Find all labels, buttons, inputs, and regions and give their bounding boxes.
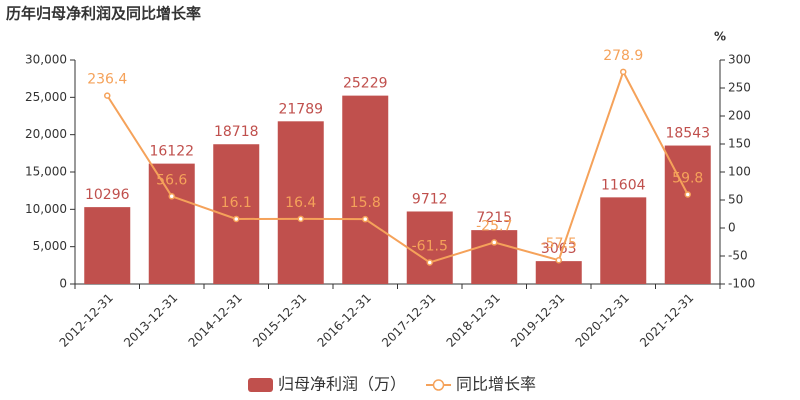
- y2-tick-label: 250: [728, 81, 751, 95]
- line-label: 236.4: [87, 72, 127, 88]
- bar-label: 3063: [541, 241, 577, 257]
- line-label: -61.5: [412, 238, 448, 254]
- y-tick-label: 30,000: [25, 53, 67, 67]
- line-label: 278.9: [603, 48, 643, 64]
- line-label: -25.7: [476, 218, 512, 234]
- y-tick-label: 0: [59, 277, 67, 291]
- bar: [342, 95, 389, 284]
- bar-label: 9712: [412, 191, 448, 207]
- line-point: [555, 256, 562, 264]
- y2-tick-label: 0: [728, 221, 736, 235]
- y2-tick-label: -50: [728, 249, 748, 263]
- bar: [84, 207, 131, 284]
- bar-label: 16122: [149, 144, 194, 160]
- bar-label: 21789: [278, 101, 323, 117]
- y-tick-label: 10,000: [25, 202, 67, 216]
- x-tick-label: 2018-12-31: [444, 291, 503, 350]
- x-tick-label: 2017-12-31: [379, 291, 438, 350]
- bar-label: 11604: [601, 177, 646, 193]
- bar: [277, 121, 324, 284]
- line-point: [362, 215, 369, 223]
- y2-tick-label: 150: [728, 137, 751, 151]
- x-tick-label: 2013-12-31: [121, 291, 180, 350]
- line-point: [297, 215, 304, 223]
- legend-label: 同比增长率: [456, 375, 536, 394]
- line-point: [620, 68, 627, 76]
- y2-tick-label: -100: [728, 277, 755, 291]
- line-point: [168, 193, 175, 200]
- legend-label: 归母净利润（万）: [278, 375, 406, 394]
- line-label: 16.1: [221, 195, 252, 211]
- y-tick-label: 25,000: [25, 90, 67, 104]
- bar: [471, 230, 518, 284]
- line-point: [491, 239, 498, 246]
- x-tick-label: 2012-12-31: [57, 291, 116, 350]
- line: [106, 69, 689, 264]
- y2-unit: %: [714, 30, 726, 44]
- x-tick-label: 2016-12-31: [315, 291, 374, 350]
- legend-swatch: [248, 378, 273, 392]
- bar: [148, 163, 195, 284]
- bar: [600, 197, 647, 284]
- x-tick-label: 2020-12-31: [573, 291, 632, 350]
- line-label: -57.5: [541, 236, 577, 252]
- line-point: [426, 259, 433, 266]
- bar: [535, 261, 582, 284]
- line-label: 15.8: [350, 195, 381, 211]
- line-label: 56.6: [156, 172, 187, 188]
- y2-tick-label: 50: [728, 193, 743, 207]
- y2-tick-label: 200: [728, 109, 751, 123]
- bar-label: 7215: [476, 210, 512, 226]
- bar-label: 10296: [85, 187, 130, 203]
- y-tick-label: 15,000: [25, 165, 67, 179]
- x-tick-label: 2014-12-31: [186, 291, 245, 350]
- bar-label: 18543: [665, 126, 710, 142]
- line-point: [104, 92, 111, 99]
- y2-tick-label: 100: [728, 165, 751, 179]
- line-point: [684, 191, 691, 198]
- line-point: [233, 215, 240, 223]
- bar: [406, 211, 453, 284]
- line-label: 59.8: [672, 171, 703, 187]
- line-label: 16.4: [285, 195, 316, 211]
- y-tick-label: 20,000: [25, 127, 67, 141]
- x-tick-label: 2021-12-31: [637, 291, 696, 350]
- chart-title: 历年归母净利润及同比增长率: [6, 5, 201, 23]
- y2-tick-label: 300: [728, 53, 751, 67]
- x-tick-label: 2019-12-31: [508, 291, 567, 350]
- bar-label: 18718: [214, 124, 259, 140]
- y-tick-label: 5,000: [33, 239, 67, 253]
- legend-swatch: [432, 379, 445, 391]
- bar: [664, 145, 711, 284]
- x-tick-label: 2015-12-31: [250, 291, 309, 350]
- bar-label: 25229: [343, 76, 388, 92]
